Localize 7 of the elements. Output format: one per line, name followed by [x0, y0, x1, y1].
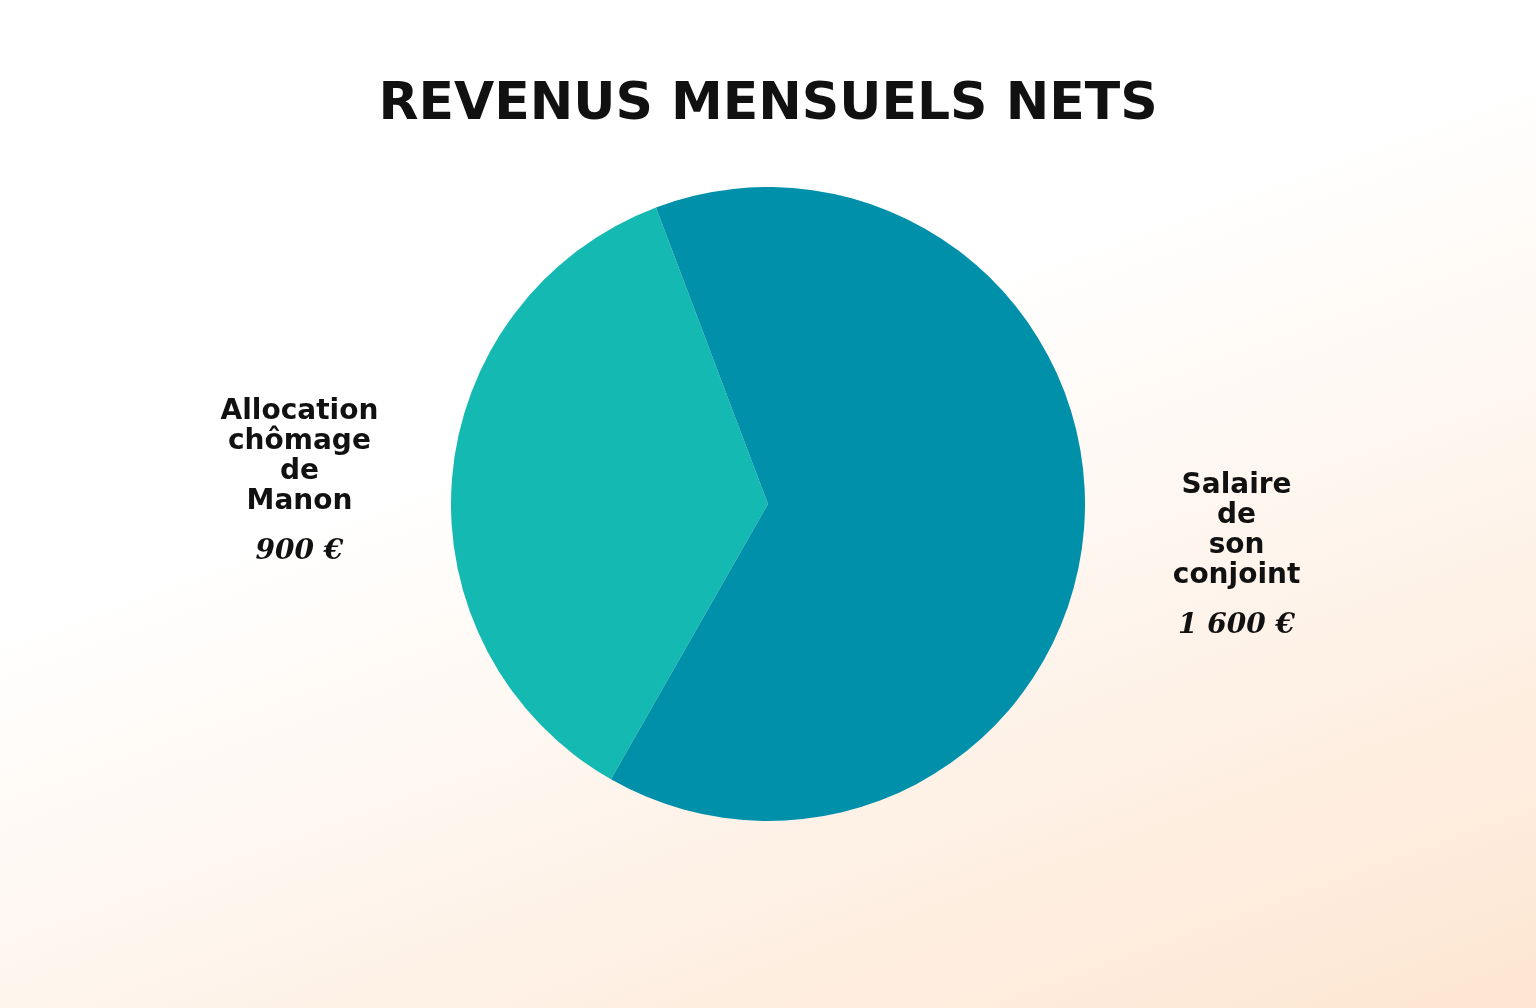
slice-label: Salaire de son conjoint — [1172, 466, 1301, 590]
chart-title: REVENUS MENSUELS NETS — [378, 71, 1158, 131]
slice-label: Allocation chômage de Manon — [220, 393, 379, 517]
data-label: 1 600 € — [1178, 606, 1296, 640]
pie-slice — [610, 187, 1085, 821]
data-label: 900 € — [255, 533, 344, 567]
pie-slice — [451, 207, 768, 780]
